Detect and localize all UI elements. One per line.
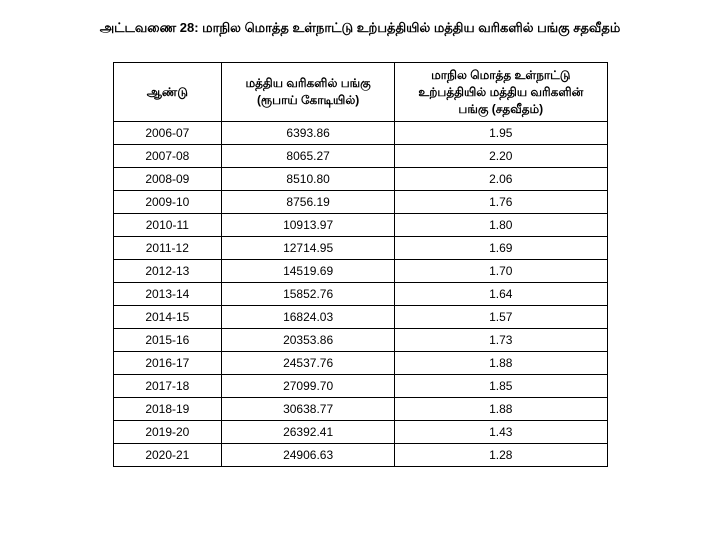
table-cell: 2020-21 [113,444,222,467]
col-header-percent: மாநில மொத்த உள்நாட்டு உற்பத்தியில் மத்தி… [395,63,607,122]
table-row: 2008-098510.802.06 [113,168,607,191]
table-cell: 1.57 [395,306,607,329]
table-cell: 2018-19 [113,398,222,421]
table-cell: 26392.41 [222,421,395,444]
table-row: 2010-1110913.971.80 [113,214,607,237]
table-cell: 2013-14 [113,283,222,306]
table-cell: 2012-13 [113,260,222,283]
table-cell: 2014-15 [113,306,222,329]
table-cell: 2017-18 [113,375,222,398]
table-cell: 2011-12 [113,237,222,260]
table-cell: 1.73 [395,329,607,352]
table-cell: 24906.63 [222,444,395,467]
table-cell: 2007-08 [113,145,222,168]
table-cell: 2006-07 [113,122,222,145]
table-row: 2011-1212714.951.69 [113,237,607,260]
table-cell: 20353.86 [222,329,395,352]
table-cell: 12714.95 [222,237,395,260]
table-cell: 2016-17 [113,352,222,375]
table-cell: 6393.86 [222,122,395,145]
table-row: 2015-1620353.861.73 [113,329,607,352]
table-row: 2013-1415852.761.64 [113,283,607,306]
col-header-year: ஆண்டு [113,63,222,122]
table-row: 2016-1724537.761.88 [113,352,607,375]
table-cell: 1.80 [395,214,607,237]
table-header-row: ஆண்டு மத்திய வரிகளில் பங்கு (ரூபாய் கோடி… [113,63,607,122]
table-row: 2017-1827099.701.85 [113,375,607,398]
table-cell: 1.88 [395,352,607,375]
table-cell: 2010-11 [113,214,222,237]
table-cell: 1.28 [395,444,607,467]
table-cell: 16824.03 [222,306,395,329]
table-cell: 8510.80 [222,168,395,191]
table-row: 2018-1930638.771.88 [113,398,607,421]
table-cell: 24537.76 [222,352,395,375]
table-cell: 27099.70 [222,375,395,398]
table-row: 2014-1516824.031.57 [113,306,607,329]
table-cell: 2019-20 [113,421,222,444]
table-cell: 1.76 [395,191,607,214]
table-cell: 2009-10 [113,191,222,214]
table-cell: 2.06 [395,168,607,191]
table-cell: 30638.77 [222,398,395,421]
table-cell: 8756.19 [222,191,395,214]
table-cell: 14519.69 [222,260,395,283]
table-cell: 2008-09 [113,168,222,191]
table-cell: 1.43 [395,421,607,444]
table-cell: 1.69 [395,237,607,260]
table-cell: 1.70 [395,260,607,283]
table-row: 2007-088065.272.20 [113,145,607,168]
table-cell: 1.95 [395,122,607,145]
table-row: 2006-076393.861.95 [113,122,607,145]
table-title: அட்டவணை 28: மாநில மொத்த உள்நாட்டு உற்பத்… [30,20,690,37]
data-table: ஆண்டு மத்திய வரிகளில் பங்கு (ரூபாய் கோடி… [113,62,608,467]
table-cell: 1.64 [395,283,607,306]
table-cell: 10913.97 [222,214,395,237]
table-row: 2012-1314519.691.70 [113,260,607,283]
table-row: 2019-2026392.411.43 [113,421,607,444]
table-cell: 1.85 [395,375,607,398]
table-body: 2006-076393.861.952007-088065.272.202008… [113,122,607,467]
table-cell: 1.88 [395,398,607,421]
table-cell: 2.20 [395,145,607,168]
table-row: 2009-108756.191.76 [113,191,607,214]
table-cell: 8065.27 [222,145,395,168]
col-header-share: மத்திய வரிகளில் பங்கு (ரூபாய் கோடியில்) [222,63,395,122]
table-cell: 15852.76 [222,283,395,306]
table-row: 2020-2124906.631.28 [113,444,607,467]
table-cell: 2015-16 [113,329,222,352]
